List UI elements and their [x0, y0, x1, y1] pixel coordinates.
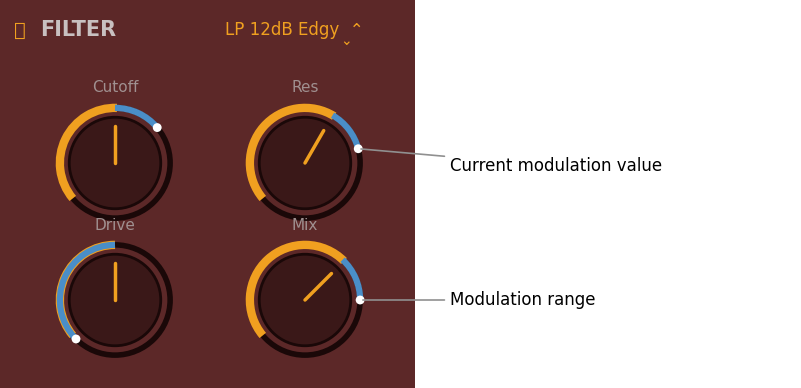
Text: Cutoff: Cutoff	[92, 80, 139, 95]
Text: Drive: Drive	[95, 218, 135, 234]
Text: Res: Res	[292, 80, 319, 95]
Circle shape	[260, 117, 351, 209]
Circle shape	[69, 254, 161, 346]
Circle shape	[153, 123, 162, 132]
Circle shape	[356, 296, 364, 305]
Circle shape	[260, 254, 351, 346]
Text: ⌄: ⌄	[340, 34, 352, 48]
Text: FILTER: FILTER	[40, 20, 116, 40]
Text: Modulation range: Modulation range	[363, 291, 595, 309]
Bar	[0, 0, 415, 388]
Circle shape	[354, 144, 363, 153]
Text: Mix: Mix	[292, 218, 318, 234]
Text: Current modulation value: Current modulation value	[361, 149, 662, 175]
Text: ⏻: ⏻	[14, 21, 26, 40]
Text: LP 12dB Edgy  ⌃: LP 12dB Edgy ⌃	[225, 21, 364, 39]
Circle shape	[69, 117, 161, 209]
Circle shape	[71, 334, 80, 343]
